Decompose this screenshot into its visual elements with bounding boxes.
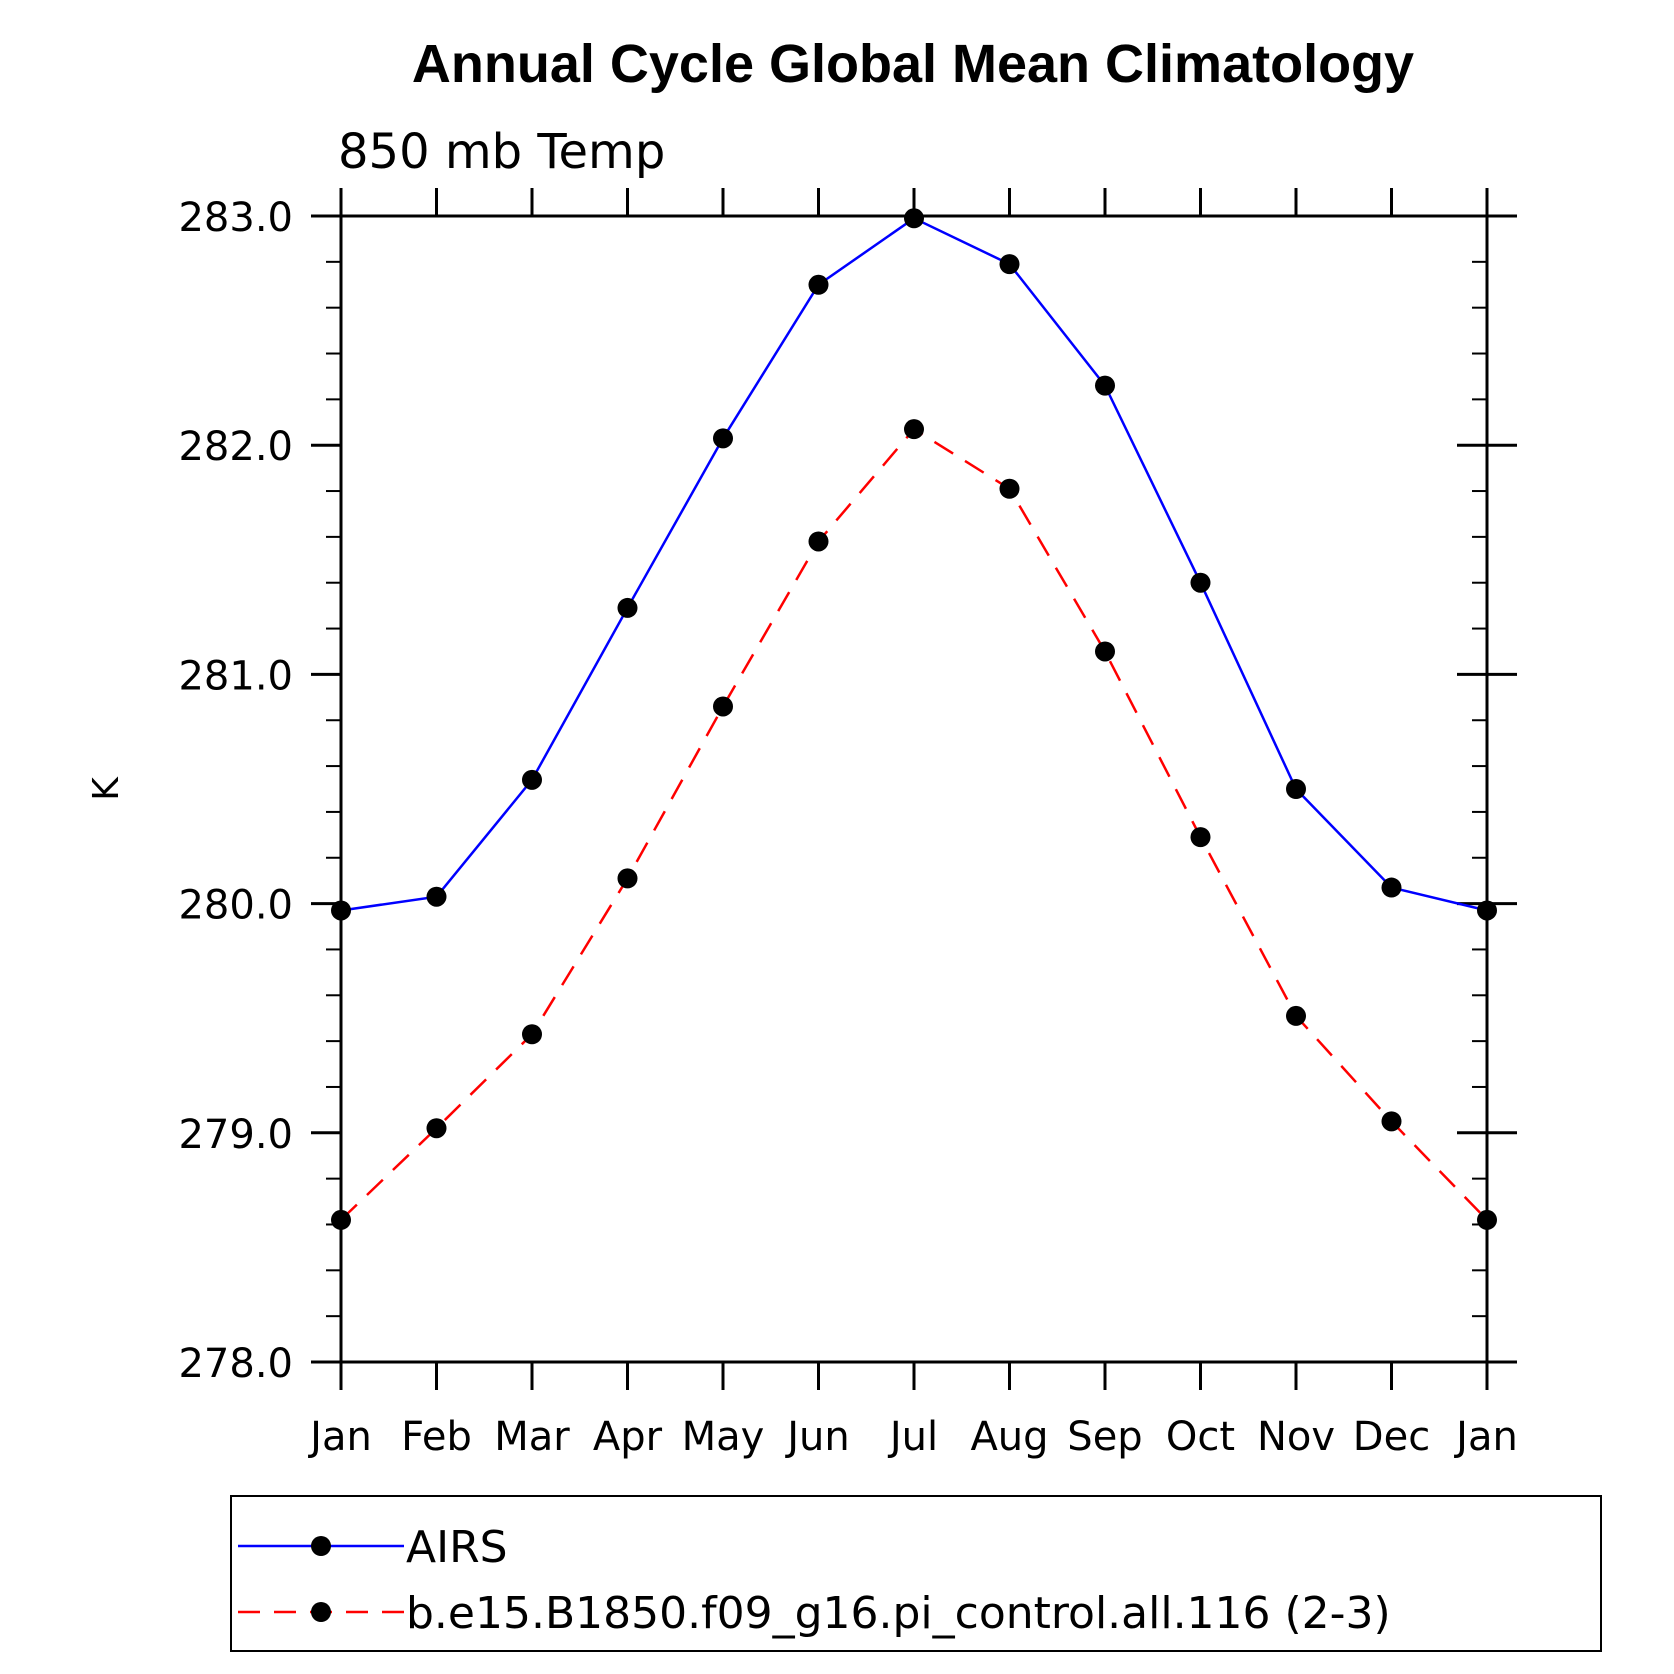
data-point: [1286, 779, 1306, 799]
x-tick-label: Jan: [307, 1414, 372, 1460]
legend-marker: [311, 1536, 331, 1556]
data-point: [1190, 572, 1211, 593]
x-tick-label: Nov: [1257, 1414, 1335, 1460]
y-tick-label: 280.0: [178, 883, 293, 929]
series-2: [331, 419, 1497, 1230]
x-tick-label: Jul: [887, 1414, 938, 1460]
data-point: [999, 478, 1020, 499]
x-tick-label: Jun: [784, 1414, 850, 1460]
data-point: [522, 769, 542, 790]
x-tick-label: Feb: [401, 1414, 472, 1460]
y-tick-label: 283.0: [178, 195, 293, 241]
chart-subtitle: 850 mb Temp: [338, 124, 665, 180]
x-tick-label: Aug: [970, 1414, 1048, 1460]
legend-label: b.e15.B1850.f09_g16.pi_control.all.116 (…: [406, 1588, 1391, 1639]
data-point: [1381, 877, 1402, 898]
y-tick-label: 282.0: [178, 424, 293, 470]
plot-border: [339, 214, 1489, 1364]
data-point: [1095, 375, 1115, 396]
data-point: [1286, 1005, 1306, 1026]
data-point: [426, 1118, 447, 1139]
y-tick-label: 281.0: [178, 653, 293, 699]
legend-items: AIRS b.e15.B1850.f09_g16.pi_control.all.1…: [238, 1522, 1391, 1639]
chart-title: Annual Cycle Global Mean Climatology: [412, 34, 1414, 94]
x-tick-label: Sep: [1067, 1414, 1142, 1460]
x-tick-label: Dec: [1353, 1414, 1430, 1460]
x-tick-label: Apr: [593, 1414, 663, 1460]
legend-label: AIRS: [406, 1522, 508, 1573]
data-point: [617, 868, 638, 889]
data-point: [1477, 900, 1497, 921]
x-tick-label: Jan: [1453, 1414, 1518, 1460]
data-point: [1381, 1111, 1402, 1132]
y-tick-label: 278.0: [178, 1341, 293, 1387]
series-line: [340, 427, 1488, 1221]
legend: AIRS b.e15.B1850.f09_g16.pi_control.all.1…: [230, 1495, 1602, 1652]
axis-ticks: [311, 188, 1517, 1390]
data-point: [713, 428, 733, 449]
plot-frame: [339, 214, 1489, 1364]
data-point: [808, 274, 829, 295]
data-point: [522, 1024, 542, 1045]
data-point: [999, 254, 1020, 275]
data-point: [904, 208, 924, 229]
series-layer: [331, 208, 1497, 1230]
data-point: [617, 597, 638, 618]
y-tick-label: 279.0: [178, 1112, 293, 1158]
data-point: [426, 886, 447, 907]
x-tick-labels: Jan Feb Mar Apr May Jun Jul Aug Sep Oct Nov Dec Jan: [307, 1414, 1518, 1460]
y-tick-labels: 278.0 279.0 280.0 281.0 282.0 283.0: [178, 195, 293, 1387]
data-point: [331, 900, 351, 921]
x-tick-label: May: [682, 1414, 765, 1460]
data-point: [904, 419, 924, 440]
y-axis-label: K: [86, 776, 127, 801]
x-tick-label: Oct: [1166, 1414, 1235, 1460]
data-point: [331, 1209, 351, 1230]
data-point: [1477, 1209, 1497, 1230]
x-tick-label: Mar: [494, 1414, 570, 1460]
series-line: [340, 216, 1488, 912]
series-1: [331, 208, 1497, 921]
data-point: [808, 531, 829, 552]
legend-box: [230, 1495, 1602, 1652]
data-point: [1095, 641, 1115, 662]
data-point: [1190, 827, 1211, 848]
data-point: [713, 696, 733, 717]
legend-marker: [311, 1602, 331, 1622]
